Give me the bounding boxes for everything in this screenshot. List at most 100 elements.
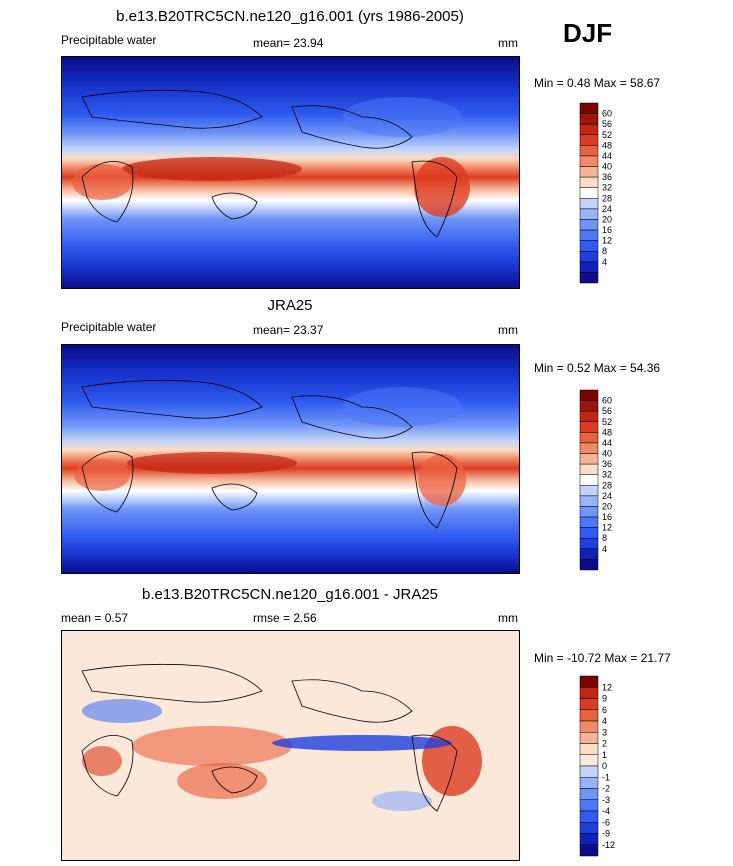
panel-obs-variable: Precipitable water bbox=[61, 320, 157, 334]
colorbar-tick-label: 8 bbox=[602, 246, 607, 256]
colorbar-swatch bbox=[579, 198, 599, 210]
colorbar-tick-label: 2 bbox=[602, 739, 607, 749]
colorbar-tick-label: 28 bbox=[602, 480, 612, 490]
colorbar-tick-label: 16 bbox=[602, 512, 612, 522]
colorbar-tick-label: 32 bbox=[602, 470, 612, 480]
colorbar-swatch bbox=[579, 516, 599, 528]
colorbar-swatch bbox=[579, 698, 599, 710]
colorbar-tick-label: 52 bbox=[602, 130, 612, 140]
colorbar-tick-label: 12 bbox=[602, 236, 612, 246]
colorbar-tick-label: 6 bbox=[602, 705, 607, 715]
panel-model-minmax: Min = 0.48 Max = 58.67 bbox=[534, 76, 661, 90]
colorbar-swatch bbox=[579, 442, 599, 454]
colorbar-tick-label: 28 bbox=[602, 193, 612, 203]
colorbar-swatch bbox=[579, 777, 599, 789]
panel-model-units: mm bbox=[498, 36, 518, 50]
colorbar-swatch bbox=[579, 250, 599, 263]
colorbar-swatch bbox=[579, 720, 599, 733]
colorbar-tick-label: 36 bbox=[602, 459, 612, 469]
colorbar-tick-label: 20 bbox=[602, 214, 612, 224]
colorbar-swatch bbox=[579, 240, 599, 252]
colorbar-swatch bbox=[579, 709, 599, 722]
colorbar-tick-label: 1 bbox=[602, 750, 607, 760]
colorbar-swatch bbox=[579, 833, 599, 845]
colorbar-swatch bbox=[579, 506, 599, 518]
colorbar-swatch bbox=[579, 675, 599, 688]
panel-diff-units: mm bbox=[498, 611, 518, 625]
colorbar-swatch bbox=[579, 208, 599, 220]
colorbar-tick-label: -3 bbox=[602, 795, 610, 805]
panel-obs-title: JRA25 bbox=[267, 297, 313, 314]
colorbar-tick-label: 40 bbox=[602, 449, 612, 459]
colorbar-swatch bbox=[579, 134, 599, 146]
colorbar-swatch bbox=[579, 548, 599, 560]
colorbar-tick-label: 52 bbox=[602, 417, 612, 427]
panel-model-title: b.e13.B20TRC5CN.ne120_g16.001 (yrs 1986-… bbox=[116, 8, 464, 25]
panel-obs-mean: mean= 23.37 bbox=[253, 323, 324, 337]
panel-model-colorbar: 60 56 52 48 44 40 36 32 28 24 20 16 12 8 4 bbox=[579, 102, 640, 284]
colorbar-tick-label: 4 bbox=[602, 544, 607, 554]
panel-diff-map bbox=[61, 630, 520, 861]
colorbar-swatch bbox=[579, 410, 599, 423]
colorbar-swatch bbox=[579, 389, 599, 401]
colorbar-swatch bbox=[579, 463, 599, 475]
colorbar-tick-label: -4 bbox=[602, 806, 610, 816]
colorbar-swatch bbox=[579, 453, 599, 465]
colorbar-tick-label: 20 bbox=[602, 501, 612, 511]
colorbar-swatch bbox=[579, 113, 599, 125]
colorbar-swatch bbox=[579, 788, 599, 800]
colorbar-tick-label: 48 bbox=[602, 427, 612, 437]
colorbar-swatch bbox=[579, 123, 599, 136]
colorbar-tick-label: 0 bbox=[602, 761, 607, 771]
colorbar-tick-label: 4 bbox=[602, 257, 607, 267]
colorbar-swatch bbox=[579, 261, 599, 273]
colorbar-swatch bbox=[579, 765, 599, 778]
colorbar-swatch bbox=[579, 527, 599, 539]
colorbar-swatch bbox=[579, 485, 599, 497]
colorbar-swatch bbox=[579, 732, 599, 744]
colorbar-tick-label: 56 bbox=[602, 406, 612, 416]
panel-obs-colorbar: 60 56 52 48 44 40 36 32 28 24 20 16 12 8 4 bbox=[579, 389, 640, 571]
colorbar-swatch bbox=[579, 229, 599, 241]
colorbar-tick-label: 3 bbox=[602, 727, 607, 737]
colorbar-swatch bbox=[579, 145, 599, 157]
colorbar-tick-label: -1 bbox=[602, 772, 610, 782]
colorbar-tick-label: 8 bbox=[602, 533, 607, 543]
colorbar-swatch bbox=[579, 176, 599, 188]
colorbar-tick-label: 60 bbox=[602, 109, 612, 119]
colorbar-tick-label: 24 bbox=[602, 491, 612, 501]
panel-diff-minmax: Min = -10.72 Max = 21.77 bbox=[534, 651, 671, 665]
colorbar-swatch bbox=[579, 743, 599, 755]
colorbar-swatch bbox=[579, 187, 599, 199]
colorbar-swatch bbox=[579, 559, 599, 571]
colorbar-swatch bbox=[579, 822, 599, 834]
panel-obs-units: mm bbox=[498, 323, 518, 337]
panel-obs-minmax: Min = 0.52 Max = 54.36 bbox=[534, 361, 661, 375]
panel-obs-map bbox=[61, 344, 520, 574]
colorbar-tick-label: 36 bbox=[602, 172, 612, 182]
colorbar-tick-label: 12 bbox=[602, 682, 612, 692]
colorbar-tick-label: 4 bbox=[602, 716, 607, 726]
colorbar-swatch bbox=[579, 810, 599, 823]
colorbar-tick-label: 16 bbox=[602, 225, 612, 235]
colorbar-swatch bbox=[579, 432, 599, 444]
colorbar-tick-label: 24 bbox=[602, 204, 612, 214]
colorbar-tick-label: -2 bbox=[602, 784, 610, 794]
colorbar-swatch bbox=[579, 400, 599, 412]
colorbar-swatch bbox=[579, 495, 599, 507]
colorbar-tick-label: 56 bbox=[602, 119, 612, 129]
colorbar-tick-label: 9 bbox=[602, 694, 607, 704]
colorbar-tick-label: -9 bbox=[602, 829, 610, 839]
colorbar-swatch bbox=[579, 799, 599, 812]
panel-diff-colorbar: 12 9 6 4 3 2 1 0 -1 -2 -3 -4 -6 -9 -12 bbox=[579, 675, 640, 857]
colorbar-swatch bbox=[579, 219, 599, 231]
colorbar-tick-label: -6 bbox=[602, 817, 610, 827]
panel-model-variable: Precipitable water bbox=[61, 33, 157, 47]
colorbar-tick-label: 48 bbox=[602, 140, 612, 150]
panel-model-mean: mean= 23.94 bbox=[253, 36, 324, 50]
colorbar-swatch bbox=[579, 844, 599, 857]
colorbar-tick-label: -12 bbox=[602, 840, 615, 850]
colorbar-swatch bbox=[579, 272, 599, 284]
panel-diff-mean: mean = 0.57 bbox=[61, 611, 129, 625]
colorbar-tick-label: 60 bbox=[602, 396, 612, 406]
